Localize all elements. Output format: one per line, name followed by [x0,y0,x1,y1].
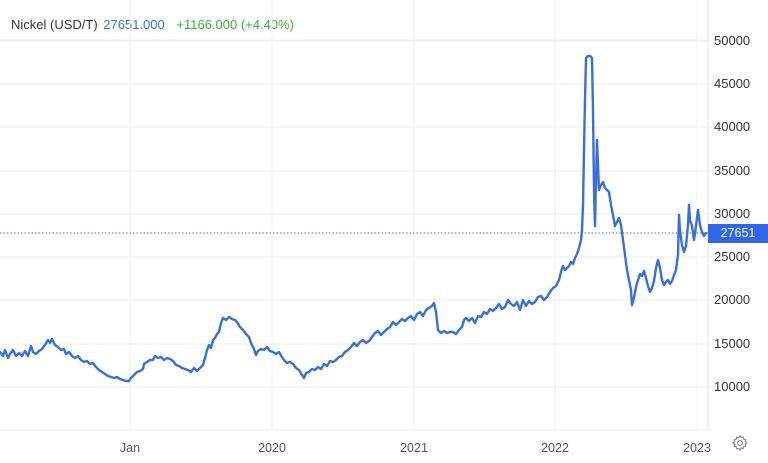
current-price: 27651.000 [103,17,165,32]
y-gridlines [0,40,712,431]
x-tick-label: 2023 [683,441,711,455]
y-tick-label: 20000 [714,292,751,307]
y-tick-label: 50000 [714,33,751,48]
x-tick-label: 2021 [400,441,428,455]
x-tick-label: 2022 [541,441,569,455]
x-tick-label: 2020 [258,441,286,455]
y-tick-label: 30000 [714,206,751,221]
price-change: +1166.000 (+4.40%) [176,17,294,32]
current-price-tag: 27651 [708,224,768,243]
y-tick-label: 15000 [714,336,751,351]
nickel-price-line[interactable] [0,54,708,383]
chart-header: Nickel (USD/T) 27651.000 +1166.000 (+4.4… [11,17,294,32]
y-tick-label: 10000 [714,379,751,394]
settings-button[interactable] [731,434,749,452]
x-tick-label: Jan [119,441,141,455]
instrument-name: Nickel (USD/T) [11,17,98,32]
y-tick-label: 25000 [714,249,751,264]
gear-icon [731,434,748,452]
y-tick-label: 35000 [714,163,751,178]
y-tick-label: 40000 [714,119,751,134]
y-tick-label: 45000 [714,76,751,91]
